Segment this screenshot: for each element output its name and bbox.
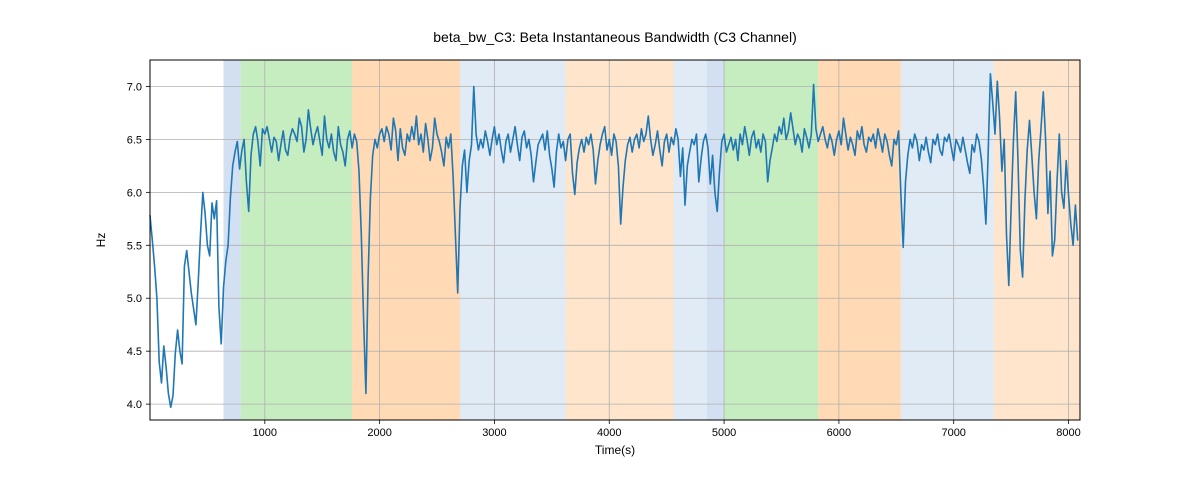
xtick-label: 3000 <box>482 427 506 439</box>
chart-svg: beta_bw_C3: Beta Instantaneous Bandwidth… <box>0 0 1200 500</box>
ytick-label: 6.5 <box>127 134 142 146</box>
band-region <box>818 60 901 420</box>
xtick-label: 5000 <box>712 427 736 439</box>
band-region <box>707 60 724 420</box>
band-region <box>724 60 818 420</box>
ytick-label: 6.0 <box>127 187 142 199</box>
x-axis-label: Time(s) <box>595 443 635 457</box>
xtick-label: 2000 <box>367 427 391 439</box>
band-region <box>566 60 674 420</box>
chart-container: beta_bw_C3: Beta Instantaneous Bandwidth… <box>0 0 1200 500</box>
xtick-label: 1000 <box>253 427 277 439</box>
band-region <box>901 60 994 420</box>
chart-title: beta_bw_C3: Beta Instantaneous Bandwidth… <box>433 29 796 45</box>
band-region <box>241 60 352 420</box>
band-region <box>223 60 240 420</box>
xtick-label: 4000 <box>597 427 621 439</box>
ytick-label: 4.5 <box>127 346 142 358</box>
ytick-label: 7.0 <box>127 81 142 93</box>
ytick-label: 5.5 <box>127 240 142 252</box>
ytick-label: 5.0 <box>127 293 142 305</box>
band-region <box>352 60 460 420</box>
y-axis-label: Hz <box>94 233 108 248</box>
xtick-label: 7000 <box>941 427 965 439</box>
band-region <box>674 60 707 420</box>
xtick-label: 6000 <box>827 427 851 439</box>
ytick-label: 4.0 <box>127 399 142 411</box>
xtick-label: 8000 <box>1056 427 1080 439</box>
